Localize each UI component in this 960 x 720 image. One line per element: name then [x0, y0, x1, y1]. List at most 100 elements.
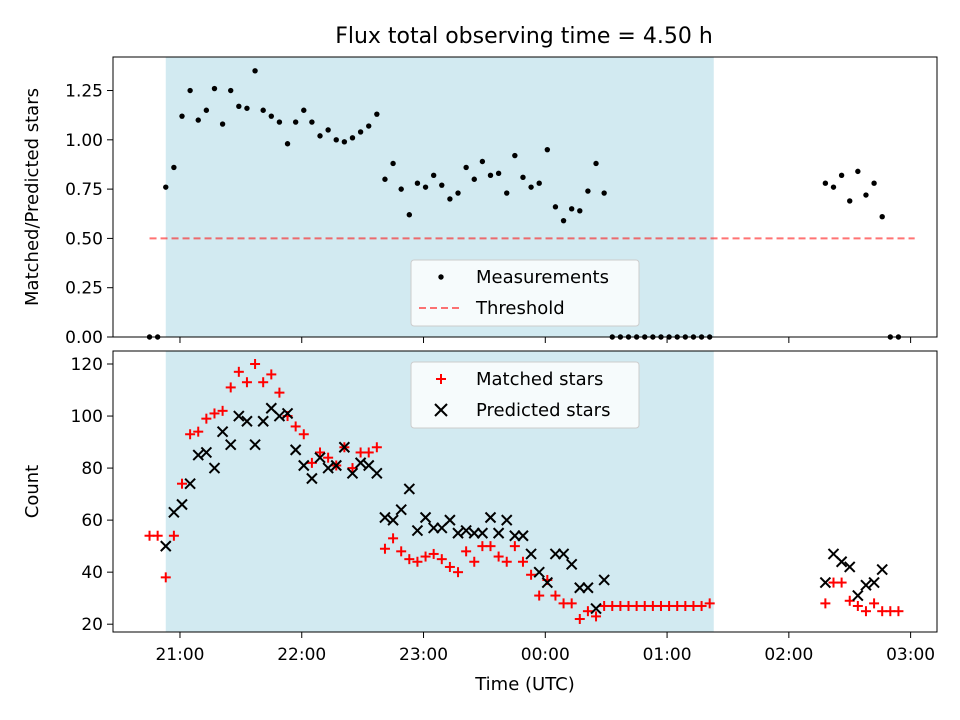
- measurement-point: [439, 182, 445, 188]
- x-tick-label: 21:00: [155, 645, 204, 665]
- predicted-star-point: [330, 459, 342, 472]
- measurement-point: [276, 119, 283, 125]
- x-tick-label: 23:00: [399, 645, 448, 665]
- predicted-star-point: [460, 524, 472, 537]
- predicted-star-point: [509, 530, 521, 542]
- predicted-star-point: [427, 522, 440, 534]
- measurement-point: [252, 68, 258, 74]
- predicted-star-point: [233, 410, 245, 422]
- measurement-point: [463, 164, 469, 171]
- predicted-star-point: [419, 511, 432, 524]
- matched-star-point: [315, 447, 326, 458]
- predicted-star-point: [387, 514, 399, 526]
- predicted-star-point: [484, 511, 497, 524]
- bottom-y-axis-label: Count: [22, 465, 43, 518]
- bottom-legend-box: [410, 361, 640, 429]
- predicted-star-point: [403, 483, 416, 495]
- x-tick-label: 00:00: [521, 645, 570, 665]
- legend-threshold-label: Threshold: [475, 298, 565, 319]
- matched-star-point: [233, 366, 244, 377]
- measurement-point: [268, 113, 275, 119]
- measurement-point: [163, 184, 169, 190]
- measurement-point: [479, 158, 486, 165]
- predicted-star-point: [346, 467, 359, 479]
- top-legend-box: [410, 259, 640, 327]
- bottom-y-tick-label: 80: [81, 459, 103, 479]
- predicted-star-point: [184, 477, 196, 490]
- predicted-star-point: [452, 527, 464, 539]
- predicted-star-point: [249, 438, 261, 451]
- measurement-point: [179, 113, 185, 119]
- matched-star-point: [168, 530, 179, 541]
- predicted-star-point: [208, 462, 221, 474]
- predicted-star-point: [860, 579, 872, 591]
- x-axis-label: Time (UTC): [474, 674, 575, 695]
- predicted-star-point: [852, 589, 864, 602]
- matched-star-point: [461, 546, 472, 557]
- measurement-point: [455, 190, 461, 196]
- matched-star-point: [566, 598, 577, 609]
- predicted-star-point: [176, 498, 188, 511]
- bottom-legend: Matched stars Predicted stars: [410, 361, 640, 429]
- top-y-tick-label: 0.25: [65, 279, 103, 299]
- measurement-point: [528, 184, 534, 190]
- top-y-tick-label: 0.50: [65, 229, 103, 249]
- matched-star-point: [501, 556, 512, 567]
- legend-matched-label: Matched stars: [476, 369, 603, 390]
- measurement-point: [863, 192, 869, 198]
- measurement-point: [341, 139, 348, 145]
- predicted-star-point: [225, 438, 237, 451]
- measurement-point: [203, 107, 210, 113]
- measurement-point: [398, 186, 404, 192]
- measurement-point: [171, 164, 177, 171]
- matched-star-point: [509, 541, 520, 552]
- matched-star-point: [160, 572, 171, 583]
- predicted-star-point: [476, 527, 489, 539]
- matched-star-point: [582, 606, 593, 617]
- predicted-star-point: [541, 576, 554, 589]
- measurement-point: [244, 105, 250, 111]
- matched-star-point: [428, 548, 439, 559]
- measurement-point: [325, 127, 331, 133]
- predicted-star-point: [354, 457, 367, 469]
- top-y-tick-label: 1.00: [65, 131, 103, 151]
- predicted-star-point: [468, 527, 480, 539]
- measurement-point: [349, 135, 356, 141]
- measurement-point: [430, 172, 437, 179]
- matched-star-point: [371, 442, 382, 453]
- predicted-star-point: [549, 548, 562, 560]
- matched-star-point: [266, 369, 277, 380]
- matched-star-point: [526, 569, 537, 580]
- top-legend: Measurements Threshold: [410, 259, 640, 327]
- measurement-point: [577, 208, 583, 214]
- legend-measurements-label: Measurements: [476, 267, 609, 288]
- measurement-point: [211, 85, 218, 92]
- measurement-point: [195, 117, 201, 123]
- matched-star-point: [225, 382, 236, 393]
- x-tick-label: 22:00: [277, 645, 326, 665]
- chart-title: Flux total observing time = 4.50 h: [335, 24, 713, 49]
- predicted-star-point: [257, 415, 269, 427]
- top-y-tick-label: 0.00: [65, 328, 103, 348]
- predicted-star-point: [557, 548, 570, 560]
- matched-star-point: [860, 606, 871, 617]
- measurement-point: [187, 87, 193, 94]
- bottom-y-tick-label: 120: [71, 355, 103, 375]
- measurement-point: [585, 188, 591, 194]
- predicted-star-point: [371, 467, 383, 479]
- predicted-star-point: [322, 462, 334, 474]
- measurement-point: [830, 184, 837, 190]
- matched-star-point: [379, 543, 390, 554]
- measurement-point: [552, 204, 559, 210]
- top-y-tick-label: 1.25: [65, 82, 103, 102]
- x-tick-label: 02:00: [764, 645, 813, 665]
- predicted-star-point: [444, 514, 456, 526]
- measurement-point: [822, 180, 829, 186]
- matched-star-point: [453, 567, 464, 578]
- matched-star-point: [388, 533, 399, 544]
- measurement-point: [512, 152, 518, 159]
- predicted-star-point: [517, 530, 529, 542]
- measurement-point: [406, 212, 413, 218]
- predicted-star-point: [160, 540, 172, 552]
- x-tick-label: 01:00: [643, 645, 692, 665]
